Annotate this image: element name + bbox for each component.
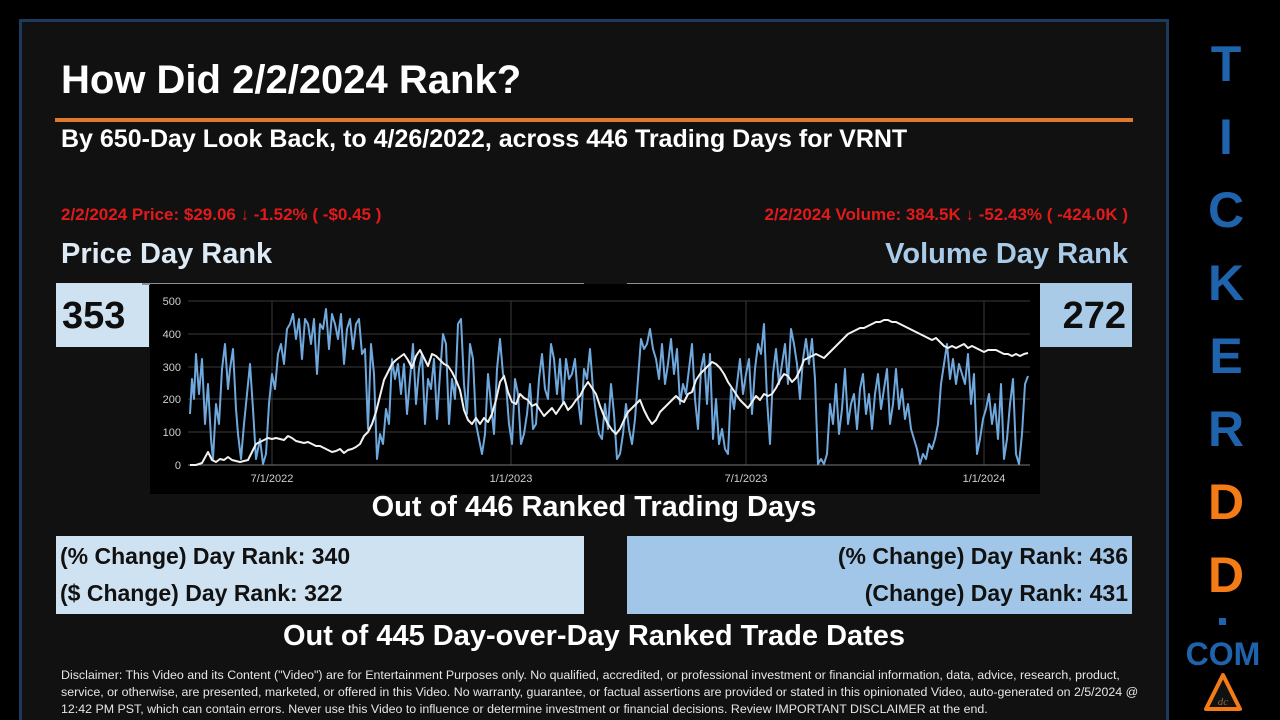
svg-text:500: 500 bbox=[163, 296, 181, 308]
svg-text:1/1/2023: 1/1/2023 bbox=[490, 473, 533, 485]
brand-letter: D bbox=[1207, 474, 1245, 530]
dod-dates-caption: Out of 445 Day-over-Day Ranked Trade Dat… bbox=[282, 620, 906, 652]
volume-metric: 2/2/2024 Volume: 384.5K ↓ -52.43% ( -424… bbox=[764, 205, 1128, 224]
brand-letter: D bbox=[1207, 547, 1245, 603]
svg-text:400: 400 bbox=[163, 329, 181, 341]
svg-text:7/1/2022: 7/1/2022 bbox=[251, 473, 294, 485]
page-subtitle: By 650-Day Look Back, to 4/26/2022, acro… bbox=[61, 125, 908, 153]
price-rank-value: 353 bbox=[56, 285, 149, 347]
price-pct-change-rank: (% Change) Day Rank: 340 bbox=[60, 543, 351, 569]
svg-text:100: 100 bbox=[163, 427, 181, 439]
volume-rank-label: Volume Day Rank bbox=[885, 238, 1128, 270]
brand-letter: T bbox=[1210, 36, 1242, 92]
volume-divider-highlight bbox=[1040, 283, 1132, 285]
volume-change-rank: (Change) Day Rank: 431 bbox=[864, 580, 1128, 606]
brand-vertical-logo: T I C K E R D D bbox=[1176, 28, 1276, 612]
ranked-days-caption: Out of 446 Ranked Trading Days bbox=[371, 491, 817, 523]
volume-rank-series bbox=[189, 308, 1029, 465]
volume-pct-change-rank: (% Change) Day Rank: 436 bbox=[837, 543, 1128, 569]
price-rank-label: Price Day Rank bbox=[61, 238, 273, 270]
rank-chart: 500 400 300 200 100 0 7/1/2022 1/1/2023 … bbox=[150, 284, 1040, 494]
brand-com: COM bbox=[1185, 636, 1261, 672]
chart-gridlines bbox=[188, 300, 1030, 465]
svg-text:0: 0 bbox=[175, 460, 181, 472]
warning-triangle-logo-icon: dc bbox=[1204, 673, 1242, 711]
title-divider bbox=[55, 118, 1133, 122]
brand-dot bbox=[1219, 618, 1226, 625]
svg-text:dc: dc bbox=[1218, 696, 1229, 708]
brand-letter: R bbox=[1207, 401, 1245, 457]
brand-letter: C bbox=[1207, 182, 1245, 238]
disclaimer-text: Disclaimer: This Video and its Content (… bbox=[61, 668, 1139, 716]
rank-chart-svg: 500 400 300 200 100 0 7/1/2022 1/1/2023 … bbox=[163, 296, 1030, 485]
x-axis-labels: 7/1/2022 1/1/2023 7/1/2023 1/1/2024 bbox=[251, 473, 1006, 485]
svg-text:200: 200 bbox=[163, 394, 181, 406]
y-axis-labels: 500 400 300 200 100 0 bbox=[163, 296, 181, 472]
brand-letter: K bbox=[1207, 255, 1245, 311]
price-metric: 2/2/2024 Price: $29.06 ↓ -1.52% ( -$0.45… bbox=[61, 205, 382, 224]
price-rank-series bbox=[190, 319, 1029, 466]
brand-letter: E bbox=[1209, 328, 1243, 384]
price-change-panel: (% Change) Day Rank: 340 ($ Change) Day … bbox=[56, 536, 584, 614]
svg-text:7/1/2023: 7/1/2023 bbox=[725, 473, 768, 485]
brand-letter: I bbox=[1219, 109, 1233, 165]
svg-text:1/1/2024: 1/1/2024 bbox=[963, 473, 1006, 485]
page-title: How Did 2/2/2024 Rank? bbox=[61, 58, 522, 102]
volume-change-panel: (% Change) Day Rank: 436 (Change) Day Ra… bbox=[627, 536, 1132, 614]
price-divider-highlight bbox=[56, 283, 142, 285]
svg-text:300: 300 bbox=[163, 362, 181, 374]
volume-rank-value: 272 bbox=[1040, 285, 1132, 347]
price-dollar-change-rank: ($ Change) Day Rank: 322 bbox=[60, 580, 343, 606]
